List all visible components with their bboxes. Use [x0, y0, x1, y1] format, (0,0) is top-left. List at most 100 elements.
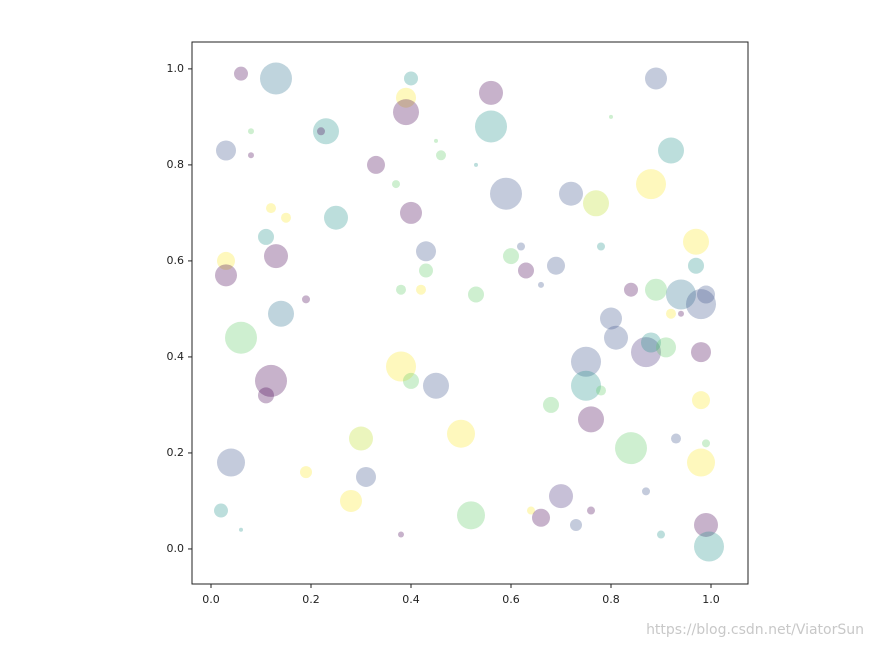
y-tick-label: 1.0 — [167, 62, 185, 75]
bubble — [571, 370, 601, 401]
x-tick-label: 0.2 — [302, 593, 320, 606]
plot-frame — [191, 41, 749, 585]
bubble — [268, 300, 294, 327]
y-tick-label: 0.4 — [167, 350, 185, 363]
bubble — [392, 180, 400, 189]
bubble — [549, 484, 573, 509]
bubble — [547, 256, 565, 275]
bubble — [570, 518, 582, 531]
bubble — [403, 372, 419, 389]
bubble — [692, 391, 710, 410]
bubble — [587, 506, 595, 515]
x-tick-label: 1.0 — [702, 593, 720, 606]
x-tick-label: 0.8 — [602, 593, 620, 606]
bubble — [578, 406, 604, 433]
bubble — [416, 284, 426, 295]
bubble — [248, 152, 254, 159]
bubble — [645, 67, 667, 90]
bubble — [302, 295, 310, 304]
bubble — [324, 205, 348, 230]
bubble — [631, 337, 661, 368]
bubble — [356, 466, 376, 487]
watermark: https://blog.csdn.net/ViatorSun — [646, 622, 864, 638]
bubble — [656, 337, 676, 358]
bubble — [266, 203, 276, 214]
bubble — [216, 140, 236, 161]
bubble — [596, 385, 606, 396]
bubble — [694, 512, 718, 537]
bubble — [538, 281, 544, 288]
bubble — [645, 278, 667, 301]
bubble — [671, 433, 681, 444]
bubble — [349, 426, 373, 451]
bubble — [393, 99, 419, 126]
x-tick-label: 0.4 — [402, 593, 420, 606]
bubble — [691, 342, 711, 363]
bubble — [688, 257, 704, 274]
bubble — [583, 190, 609, 217]
bubble — [503, 248, 519, 265]
bubble — [416, 241, 436, 262]
bubble — [624, 282, 638, 297]
bubble — [215, 264, 237, 287]
bubble — [571, 346, 601, 377]
bubble — [217, 251, 235, 270]
bubble — [657, 530, 665, 539]
bubble — [597, 242, 605, 251]
bubble — [474, 162, 478, 167]
bubble — [609, 114, 613, 119]
bubble — [258, 228, 274, 245]
bubble — [527, 506, 535, 515]
bubble — [248, 128, 254, 135]
bubble — [258, 387, 274, 404]
bubble — [666, 279, 696, 310]
bubble — [404, 71, 418, 86]
bubble — [490, 177, 522, 210]
bubble — [457, 501, 485, 530]
bubble — [340, 489, 362, 512]
bubble — [475, 110, 507, 143]
bubble — [234, 66, 248, 81]
bubble — [264, 244, 288, 269]
bubble — [468, 286, 484, 303]
bubble — [281, 212, 291, 223]
bubble — [678, 310, 684, 317]
bubble — [434, 138, 438, 143]
y-tick-label: 0.2 — [167, 446, 185, 459]
bubble — [447, 419, 475, 448]
bubble — [658, 137, 684, 164]
bubble — [239, 527, 243, 532]
y-tick-label: 0.6 — [167, 254, 185, 267]
bubble — [436, 150, 446, 161]
bubble — [479, 80, 503, 105]
bubble — [636, 169, 666, 200]
bubble — [642, 487, 650, 496]
bubble — [367, 155, 385, 174]
bubble — [398, 531, 404, 538]
bubble — [255, 364, 287, 397]
bubble — [214, 503, 228, 518]
x-tick-label: 0.6 — [502, 593, 520, 606]
bubble — [641, 332, 661, 353]
bubble — [615, 432, 647, 465]
bubble — [518, 262, 534, 279]
bubble — [260, 62, 292, 95]
bubble — [694, 531, 724, 562]
bubble — [686, 289, 716, 320]
bubble — [702, 439, 710, 448]
bubble — [683, 228, 709, 255]
bubble — [317, 127, 325, 136]
bubble — [423, 372, 449, 399]
bubble — [532, 508, 550, 527]
bubble — [217, 448, 245, 477]
bubble — [419, 263, 433, 278]
bubble — [604, 325, 628, 350]
y-tick-label: 0.8 — [167, 158, 185, 171]
bubble — [313, 118, 339, 145]
y-tick-label: 0.0 — [167, 542, 185, 555]
bubble — [543, 396, 559, 413]
bubble — [300, 466, 312, 479]
bubble — [666, 308, 676, 319]
x-tick-label: 0.0 — [202, 593, 220, 606]
